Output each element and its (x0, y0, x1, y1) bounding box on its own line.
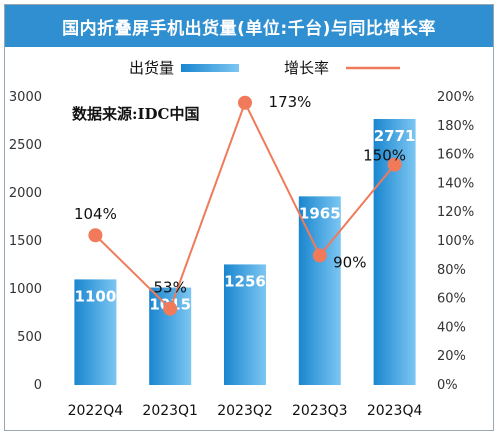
bar-value-label: 2771 (374, 127, 416, 145)
left-tick-label: 1500 (9, 234, 42, 249)
growth-marker-2023Q4 (387, 157, 402, 172)
growth-value-label: 104% (74, 205, 117, 223)
legend-label-growth: 增长率 (284, 59, 329, 77)
left-tick-label: 2500 (9, 138, 42, 153)
left-tick-label: 0 (34, 378, 42, 393)
growth-marker-2022Q4 (88, 228, 103, 243)
bar-2022Q4 (74, 279, 117, 385)
legend-swatch-shipments (181, 64, 239, 72)
right-tick-label: 60% (437, 292, 466, 307)
growth-value-label: 173% (269, 93, 312, 111)
right-tick-label: 40% (437, 320, 466, 335)
legend-label-shipments: 出货量 (129, 59, 174, 77)
right-tick-label: 200% (437, 90, 474, 105)
bar-value-label: 1256 (224, 272, 266, 290)
right-axis-ticks: 0% 20% 40% 60% 80% 100% 120% 140% 160% 180% 200% (437, 90, 474, 393)
left-tick-label: 1000 (9, 282, 42, 297)
right-tick-label: 120% (437, 205, 474, 220)
bar-2023Q2 (224, 264, 266, 385)
right-tick-label: 100% (437, 234, 474, 249)
growth-value-label: 150% (363, 147, 406, 165)
right-tick-label: 20% (437, 349, 466, 364)
right-tick-label: 0% (437, 378, 458, 393)
x-tick-label: 2022Q4 (68, 403, 124, 419)
x-axis-ticks: 2022Q4 2023Q1 2023Q2 2023Q3 2023Q4 (68, 403, 423, 419)
bar-value-label: 1100 (75, 287, 117, 305)
left-tick-label: 3000 (9, 90, 42, 105)
rate-labels: 104% 53% 173% 90% 150% (74, 93, 406, 297)
left-tick-label: 2000 (9, 186, 42, 201)
legend: 出货量 增长率 (129, 59, 400, 77)
x-tick-label: 2023Q1 (142, 403, 198, 419)
growth-value-label: 53% (154, 279, 187, 297)
left-axis-ticks: 0 500 1000 1500 2000 2500 3000 (9, 90, 42, 393)
growth-marker-2023Q1 (163, 301, 178, 316)
growth-marker-2023Q3 (312, 248, 327, 263)
x-tick-label: 2023Q2 (217, 403, 273, 419)
chart-title: 国内折叠屏手机出货量(单位:千台)与同比增长率 (5, 5, 493, 47)
x-tick-label: 2023Q3 (292, 403, 348, 419)
growth-line (88, 95, 402, 316)
right-tick-label: 180% (437, 119, 474, 134)
right-tick-label: 80% (437, 263, 466, 278)
data-source: 数据来源:IDC中国 (72, 105, 200, 123)
bars (74, 118, 416, 385)
bar-value-label: 1965 (299, 204, 341, 222)
x-tick-label: 2023Q4 (367, 403, 423, 419)
left-tick-label: 500 (17, 330, 42, 345)
growth-value-label: 90% (333, 253, 366, 271)
growth-marker-2023Q2 (238, 95, 252, 110)
right-tick-label: 140% (437, 176, 474, 191)
right-tick-label: 160% (437, 148, 474, 163)
